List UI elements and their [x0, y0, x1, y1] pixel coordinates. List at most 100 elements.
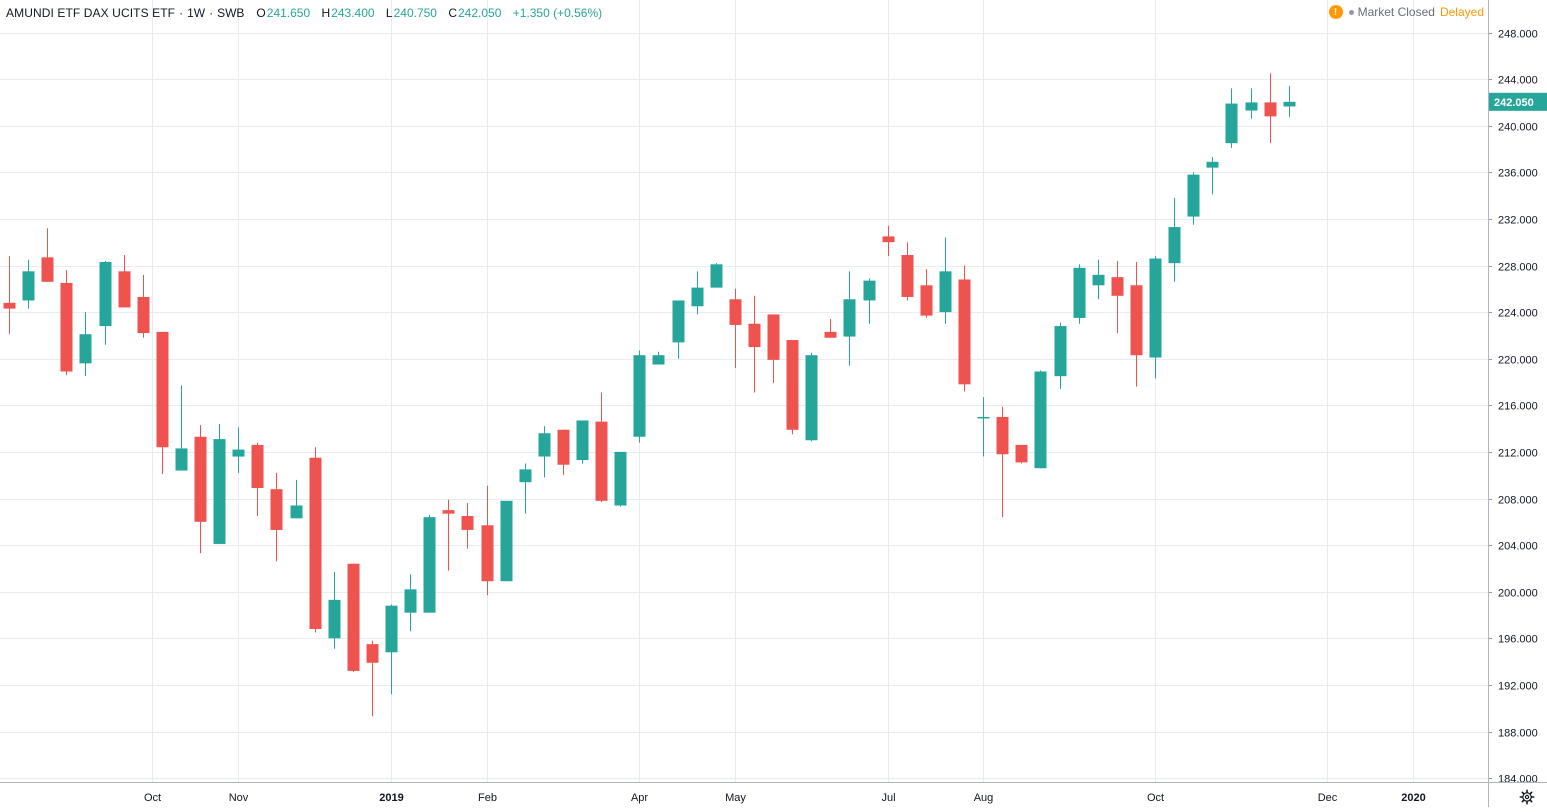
candle-body[interactable] [213, 439, 226, 544]
candle-body[interactable] [1245, 102, 1258, 111]
candle-body[interactable] [691, 287, 704, 307]
symbol-title[interactable]: AMUNDI ETF DAX UCITS ETF [6, 6, 176, 20]
candle-body[interactable] [328, 599, 341, 639]
separator-dot: · [209, 6, 214, 20]
y-tick-label: 188.000 [1498, 728, 1538, 740]
y-tick-label: 224.000 [1498, 308, 1538, 320]
candle-body[interactable] [290, 505, 303, 519]
candle-body[interactable] [557, 429, 570, 465]
candle-body[interactable] [977, 416, 990, 419]
candle-body[interactable] [576, 420, 589, 461]
candle-body[interactable] [137, 296, 150, 334]
candle-body[interactable] [404, 589, 417, 613]
candle-body[interactable] [652, 355, 665, 365]
candle-body[interactable] [1073, 267, 1086, 318]
candle-body[interactable] [767, 314, 780, 360]
candle-body[interactable] [60, 282, 73, 372]
candle-body[interactable] [843, 299, 856, 337]
x-tick-label: Aug [974, 792, 994, 804]
candle-body[interactable] [1187, 174, 1200, 217]
candle-body[interactable] [1015, 444, 1028, 463]
candle-body[interactable] [481, 525, 494, 582]
candle-body[interactable] [232, 449, 245, 457]
candle-body[interactable] [748, 323, 761, 348]
candle-body[interactable] [251, 444, 264, 489]
candle-body[interactable] [22, 271, 35, 301]
candle-body[interactable] [270, 489, 283, 530]
candle-body[interactable] [461, 515, 474, 530]
candle-body[interactable] [1283, 101, 1296, 107]
candle-body[interactable] [1092, 274, 1105, 286]
change-value: +1.350 (+0.56%) [512, 6, 603, 20]
y-tick-label: 192.000 [1498, 681, 1538, 693]
candle-body[interactable] [366, 644, 379, 663]
candle-body[interactable] [786, 340, 799, 430]
gear-icon[interactable] [1519, 789, 1535, 805]
low-label: L [385, 6, 393, 20]
x-tick-label: Jul [881, 792, 895, 804]
open-value: 241.650 [266, 6, 311, 20]
candle-body[interactable] [41, 257, 54, 282]
interval-label[interactable]: 1W [187, 6, 206, 20]
candle-body[interactable] [1130, 285, 1143, 356]
warning-icon[interactable]: ! [1328, 5, 1343, 19]
candle-body[interactable] [156, 331, 169, 448]
candle-body[interactable] [595, 421, 608, 501]
y-tick-label: 216.000 [1498, 401, 1538, 413]
y-tick-label: 208.000 [1498, 495, 1538, 507]
candle-body[interactable] [672, 300, 685, 343]
candle-body[interactable] [3, 302, 16, 309]
candle-body[interactable] [920, 285, 933, 316]
close-label: C [448, 6, 457, 20]
candle-body[interactable] [118, 271, 131, 308]
candle-body[interactable] [1149, 258, 1162, 358]
low-value: 240.750 [393, 6, 437, 20]
candle-body[interactable] [710, 264, 723, 288]
candle-body[interactable] [194, 436, 207, 522]
candle-body[interactable] [442, 510, 455, 514]
last-price-marker [1489, 92, 1547, 111]
candle-body[interactable] [175, 448, 188, 471]
candle-body[interactable] [633, 355, 646, 437]
separator-dot: · [179, 6, 184, 20]
candle-body[interactable] [1111, 277, 1124, 296]
candle-body[interactable] [1034, 371, 1047, 469]
candle-body[interactable] [996, 416, 1009, 455]
x-tick-label: Oct [1147, 792, 1164, 804]
candle-body[interactable] [1264, 102, 1277, 117]
candle-body[interactable] [863, 280, 876, 301]
candle-body[interactable] [99, 262, 112, 327]
candle-body[interactable] [824, 331, 837, 338]
candle-body[interactable] [385, 605, 398, 653]
x-tick-label: May [725, 792, 746, 804]
y-tick-label: 196.000 [1498, 634, 1538, 646]
candle-body[interactable] [519, 469, 532, 483]
delayed-label: Delayed [1439, 5, 1484, 19]
candle-body[interactable] [614, 451, 627, 506]
candle-body[interactable] [538, 433, 551, 457]
candle-body[interactable] [901, 255, 914, 297]
candle-body[interactable] [1206, 161, 1219, 168]
candle-body[interactable] [347, 563, 360, 671]
candle-body[interactable] [423, 517, 436, 613]
y-tick-label: 248.000 [1498, 29, 1538, 41]
y-tick-label: 204.000 [1498, 541, 1538, 553]
candle-body[interactable] [958, 279, 971, 385]
candle-body[interactable] [1225, 103, 1238, 144]
candle-body[interactable] [500, 500, 513, 582]
candle-body[interactable] [939, 271, 952, 313]
x-tick-label: Apr [631, 792, 648, 804]
candle-body[interactable] [1168, 227, 1181, 264]
candle-body[interactable] [79, 334, 92, 364]
candle-body[interactable] [882, 236, 895, 243]
y-tick-label: 232.000 [1498, 215, 1538, 227]
candle-body[interactable] [805, 355, 818, 441]
candle-body[interactable] [729, 299, 742, 325]
candle-body[interactable] [309, 457, 322, 629]
y-tick-label: 244.000 [1498, 75, 1538, 87]
candle-body[interactable] [1054, 326, 1067, 377]
x-tick-label: 2020 [1401, 792, 1425, 804]
high-label: H [321, 6, 331, 20]
